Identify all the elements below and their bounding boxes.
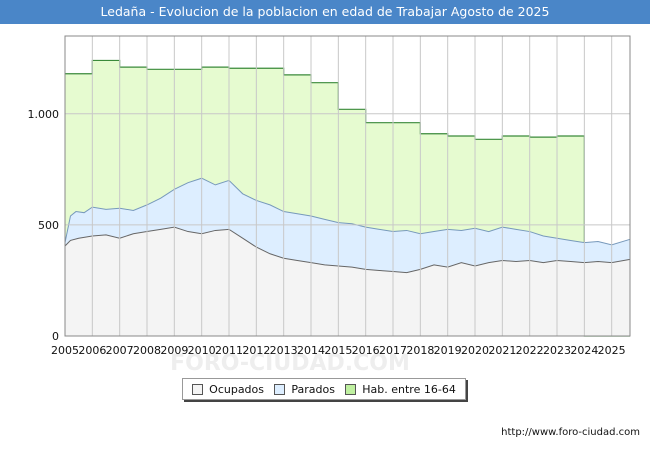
x-tick-label: 2025 <box>598 344 626 357</box>
x-tick-label: 2019 <box>434 344 462 357</box>
x-tick-label: 2024 <box>570 344 598 357</box>
x-tick-label: 2017 <box>379 344 407 357</box>
hab-swatch-icon <box>345 383 357 395</box>
parados-line <box>64 177 631 246</box>
legend-label-ocupados: Ocupados <box>209 382 265 396</box>
ocupados-area <box>65 227 630 336</box>
x-tick-label: 2016 <box>352 344 380 357</box>
x-tick-label: 2013 <box>270 344 298 357</box>
plot-border <box>64 35 631 337</box>
x-tick-label: 2023 <box>543 344 571 357</box>
y-tick-label: 500 <box>38 219 59 232</box>
legend-item-parados: Parados <box>274 383 335 396</box>
x-tick-label: 2012 <box>242 344 270 357</box>
source-url: http://www.foro-ciudad.com <box>501 427 640 438</box>
x-tick-label: 2010 <box>188 344 216 357</box>
x-tick-label: 2009 <box>160 344 188 357</box>
chart-legend: Ocupados Parados Hab. entre 16-64 <box>182 378 466 400</box>
legend-item-hab: Hab. entre 16-64 <box>345 383 456 396</box>
ocupados-swatch-icon <box>192 383 204 395</box>
x-tick-label: 2020 <box>461 344 489 357</box>
y-tick-label: 0 <box>52 330 59 343</box>
chart-title: Ledaña - Evolucion de la poblacion en ed… <box>0 0 650 24</box>
x-tick-label: 2008 <box>133 344 161 357</box>
x-tick-label: 2021 <box>488 344 516 357</box>
x-tick-label: 2006 <box>78 344 106 357</box>
legend-label-parados: Parados <box>291 382 335 396</box>
legend-label-hab: Hab. entre 16-64 <box>362 382 456 396</box>
parados-swatch-icon <box>274 383 286 395</box>
x-tick-label: 2022 <box>516 344 544 357</box>
x-tick-label: 2018 <box>406 344 434 357</box>
x-tick-label: 2015 <box>324 344 352 357</box>
x-tick-label: 2011 <box>215 344 243 357</box>
x-tick-label: 2005 <box>51 344 79 357</box>
x-tick-label: 2007 <box>106 344 134 357</box>
x-tick-label: 2014 <box>297 344 325 357</box>
y-tick-label: 1.000 <box>28 108 60 121</box>
legend-item-ocupados: Ocupados <box>192 383 264 396</box>
watermark: FORO-CIUDAD.COM <box>170 351 410 376</box>
